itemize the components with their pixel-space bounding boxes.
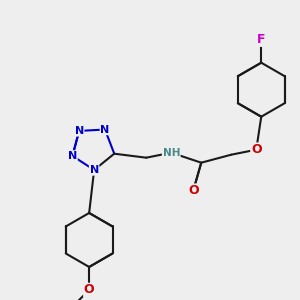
Text: N: N — [74, 126, 84, 136]
Text: O: O — [251, 143, 262, 156]
Text: N: N — [100, 124, 109, 134]
Text: N: N — [68, 151, 77, 161]
Text: NH: NH — [163, 148, 180, 158]
Text: F: F — [257, 33, 266, 46]
Text: O: O — [188, 184, 199, 197]
Text: O: O — [84, 284, 94, 296]
Text: N: N — [89, 165, 99, 175]
